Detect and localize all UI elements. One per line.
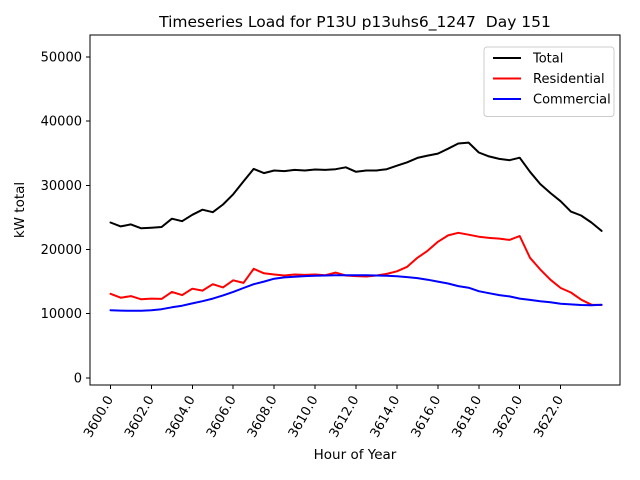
series-line-total	[109, 141, 603, 232]
y-tick-label: 0	[74, 371, 82, 386]
y-tick-label: 30000	[41, 179, 82, 194]
series-line-commercial	[109, 274, 603, 312]
y-tick-label: 10000	[41, 307, 82, 322]
legend: Total Residential Commercial	[483, 46, 615, 117]
y-tick-label: 20000	[41, 243, 82, 258]
x-axis-label: Hour of Year	[314, 447, 397, 463]
y-tick-label: 40000	[41, 115, 82, 130]
x-tick-label: 3618.0	[450, 394, 486, 441]
x-tick-label: 3610.0	[286, 394, 322, 441]
y-ticks: 0 10000 20000 30000 40000 50000	[41, 50, 90, 386]
y-tick-label: 50000	[41, 50, 82, 65]
axes-spines	[89, 34, 621, 386]
x-tick-label: 3608.0	[245, 394, 281, 441]
x-ticks: 3600.0 3602.0 3604.0 3606.0 3608.0 3610.0 3612…	[81, 385, 567, 440]
legend-label-total: Total	[532, 52, 563, 67]
x-tick-label: 3604.0	[163, 394, 199, 441]
x-tick-label: 3614.0	[368, 394, 404, 441]
x-tick-label: 3606.0	[204, 394, 240, 441]
y-axis-label: kW total	[12, 182, 28, 238]
x-tick-label: 3612.0	[327, 394, 363, 441]
legend-label-residential: Residential	[533, 72, 605, 87]
x-tick-label: 3622.0	[531, 394, 567, 441]
legend-label-commercial: Commercial	[533, 93, 611, 108]
x-tick-label: 3602.0	[122, 394, 158, 441]
x-tick-label: 3616.0	[409, 394, 445, 441]
x-tick-label: 3600.0	[81, 394, 117, 441]
chart-title: Timeseries Load for P13U p13uhs6_1247 Da…	[158, 13, 551, 32]
series-lines	[109, 141, 603, 312]
x-tick-label: 3620.0	[490, 394, 526, 441]
